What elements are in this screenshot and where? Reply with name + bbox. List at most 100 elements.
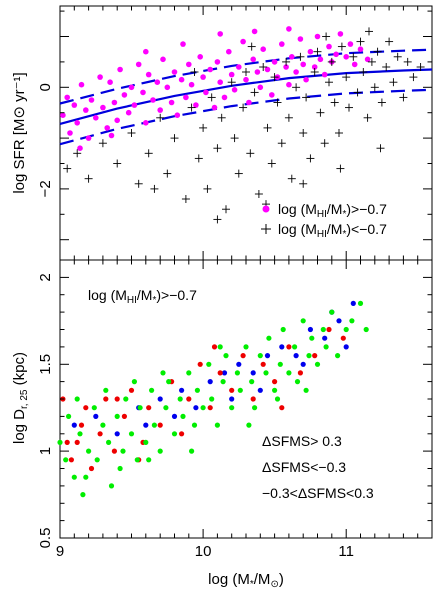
bottom-point-green-69 [246, 422, 252, 428]
bottom-point-green-42 [257, 353, 263, 359]
top-point-magenta-47 [228, 71, 235, 78]
bottom-point-blue-12 [279, 344, 285, 350]
bottom-point-red-7 [111, 448, 117, 454]
top-point-magenta-59 [271, 59, 278, 65]
top-point-plus-20 [227, 78, 236, 87]
top-y-axis-label: log SFR [M⊙ yr⁻¹] [11, 72, 28, 193]
bottom-point-red-16 [197, 361, 203, 367]
bottom-point-green-1 [63, 457, 69, 463]
top-point-plus-50 [337, 42, 346, 51]
bottom-point-green-24 [171, 431, 178, 437]
bottom-point-red-20 [240, 353, 246, 359]
bottom-point-green-68 [217, 344, 223, 350]
top-point-plus-46 [325, 78, 333, 87]
top-point-magenta-39 [200, 74, 206, 80]
top-point-magenta-43 [214, 59, 221, 65]
bottom-point-green-14 [123, 396, 129, 402]
bottom-point-green-25 [177, 396, 183, 402]
top-point-magenta-37 [193, 102, 199, 108]
fit-line-solid-0 [59, 68, 433, 125]
bottom-point-red-2 [74, 439, 80, 445]
top-point-plus-27 [254, 190, 263, 198]
bottom-point-blue-18 [343, 344, 349, 350]
top-point-plus-11 [181, 195, 190, 203]
top-point-magenta-41 [207, 66, 213, 73]
top-point-magenta-54 [254, 69, 261, 75]
top-point-plus-62 [382, 63, 391, 71]
top-point-plus-52 [345, 103, 353, 112]
top-point-plus-79 [190, 68, 199, 76]
top-point-plus-64 [389, 78, 398, 87]
top-point-magenta-56 [260, 46, 267, 52]
bottom-point-blue-15 [322, 335, 328, 341]
bottom-point-green-34 [220, 379, 226, 385]
top-point-magenta-0 [60, 112, 66, 118]
top-point-plus-10 [170, 134, 179, 143]
bottom-point-red-11 [146, 405, 152, 411]
top-point-plus-35 [284, 113, 293, 122]
top-point-plus-67 [403, 57, 412, 66]
top-point-magenta-71 [314, 33, 321, 40]
bottom-point-green-51 [300, 318, 306, 324]
bottom-point-green-8 [94, 457, 100, 463]
fit-line-dashed-1 [59, 48, 433, 105]
top-point-plus-76 [247, 42, 256, 51]
top-point-plus-53 [349, 52, 358, 61]
top-point-magenta-2 [67, 130, 73, 136]
bottom-point-green-4 [77, 431, 83, 437]
x-tick-label: 9 [56, 543, 64, 560]
top-point-plus-73 [336, 164, 345, 173]
top-point-plus-56 [359, 68, 368, 76]
top-point-plus-17 [213, 144, 222, 153]
top-point-plus-69 [416, 63, 425, 71]
legend-label-hi-poor: log (MHI/M*)<−0.7 [278, 221, 387, 240]
top-point-plus-55 [356, 37, 365, 46]
top-point-magenta-46 [226, 48, 232, 55]
top-point-plus-66 [399, 93, 408, 102]
bottom-point-green-45 [272, 387, 278, 393]
bottom-point-green-28 [191, 422, 198, 428]
top-point-magenta-11 [100, 104, 106, 111]
top-point-magenta-67 [300, 61, 307, 68]
top-point-plus-8 [156, 113, 165, 122]
top-point-magenta-45 [221, 94, 228, 101]
top-point-magenta-32 [174, 112, 181, 118]
top-point-magenta-28 [160, 56, 166, 63]
bottom-point-blue-8 [221, 370, 228, 376]
top-point-plus-68 [409, 73, 418, 82]
top-point-plus-37 [292, 83, 301, 92]
top-point-magenta-26 [154, 79, 161, 85]
bottom-point-green-20 [151, 422, 157, 428]
bottom-point-green-0 [57, 439, 63, 445]
top-point-magenta-84 [108, 132, 115, 139]
bottom-point-red-26 [312, 353, 318, 359]
top-point-plus-51 [342, 73, 351, 82]
bottom-point-green-38 [237, 387, 243, 393]
top-point-magenta-88 [251, 28, 258, 35]
top-point-magenta-15 [114, 117, 120, 124]
bottom-point-green-31 [206, 361, 212, 367]
top-point-magenta-64 [289, 54, 295, 60]
top-point-magenta-79 [347, 41, 354, 47]
bottom-point-green-2 [66, 413, 72, 419]
top-point-plus-12 [187, 103, 196, 112]
bottom-point-red-19 [229, 387, 235, 393]
top-point-magenta-4 [74, 120, 80, 126]
bottom-point-red-27 [326, 326, 332, 333]
top-point-magenta-66 [297, 36, 304, 42]
bottom-point-green-67 [189, 448, 195, 454]
bottom-point-green-66 [160, 370, 166, 376]
bottom-y-axis-label: log Dr, 25 (kpc) [11, 352, 30, 444]
bottom-point-green-44 [266, 335, 272, 341]
top-point-plus-43 [313, 47, 322, 56]
bottom-point-blue-20 [257, 387, 263, 393]
legend-label-on-sfms: −0.3<ΔSFMS<0.3 [262, 485, 374, 501]
top-point-magenta-61 [279, 41, 285, 47]
top-point-plus-28 [259, 63, 268, 71]
top-point-magenta-3 [71, 102, 78, 108]
bottom-point-red-6 [103, 396, 109, 402]
top-point-plus-40 [302, 93, 311, 102]
bottom-point-green-54 [314, 361, 321, 367]
bottom-point-green-72 [83, 474, 89, 480]
top-point-magenta-87 [217, 31, 223, 37]
